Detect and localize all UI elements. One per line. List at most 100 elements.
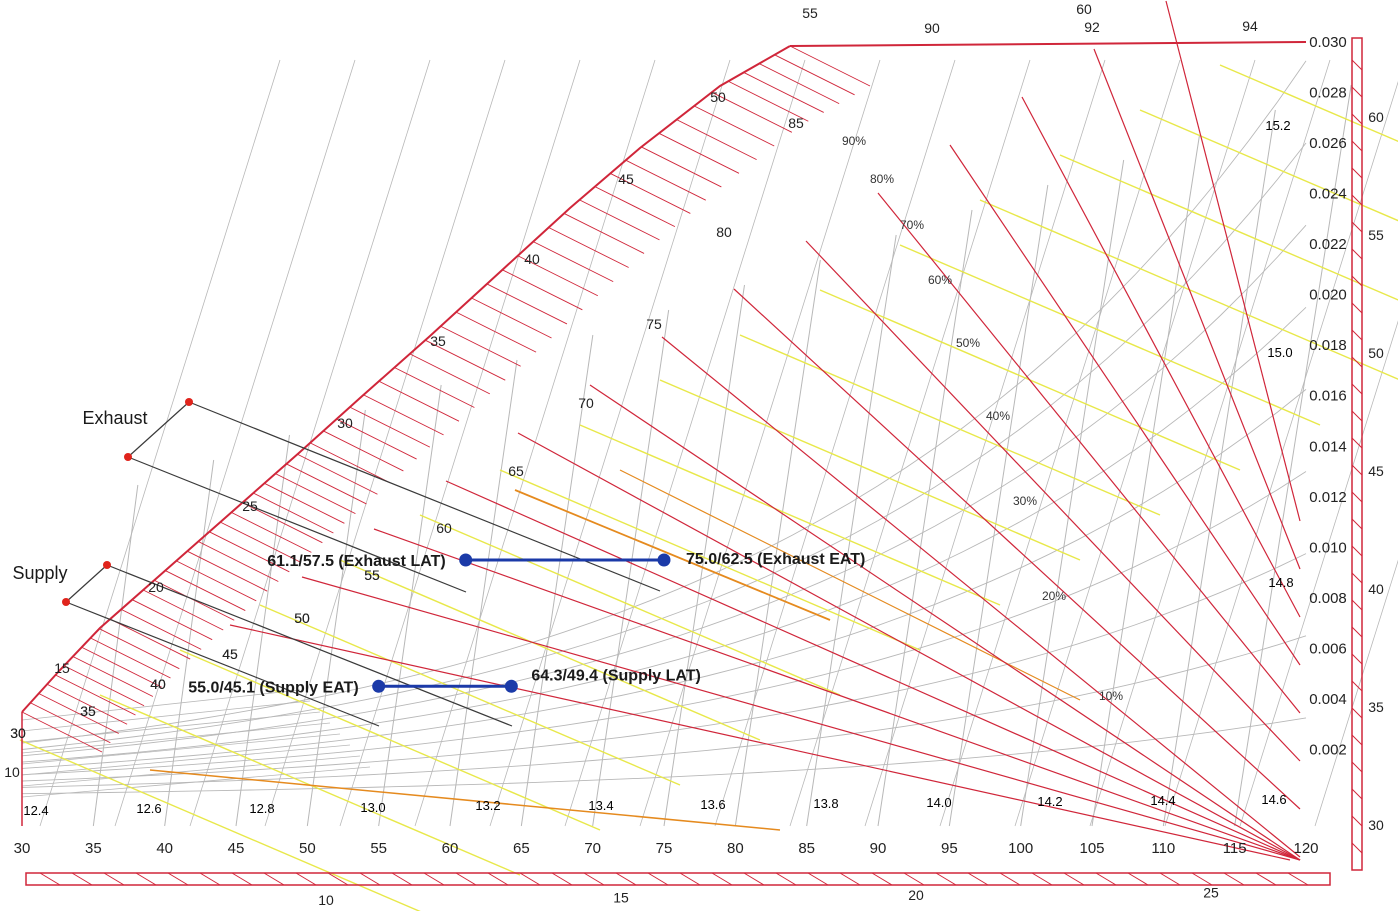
enthalpy-hatch — [774, 54, 855, 96]
saturation-label: 85 — [788, 115, 804, 131]
y-tick-label: 0.024 — [1309, 186, 1347, 203]
y-tick-label: 0.010 — [1309, 539, 1347, 556]
drybulb-gridline — [1234, 84, 1352, 827]
drybulb-gridline — [235, 434, 290, 827]
x-tick-label: 40 — [156, 840, 173, 857]
enthalpy-hatch — [533, 241, 614, 283]
bottom-scale-tick — [999, 872, 1021, 886]
rh-label: 70% — [900, 218, 924, 232]
enthalpy-hatch — [676, 119, 757, 161]
bottom-scale-tick — [807, 872, 829, 886]
wetbulb-line — [579, 424, 1001, 606]
volume-label: 14.0 — [926, 795, 951, 810]
right-scale-tick — [1351, 329, 1363, 341]
wetbulb-line — [339, 559, 761, 741]
enthalpy-line — [1021, 96, 1301, 618]
bottom-scale-tick — [167, 872, 189, 886]
left-edge-small-label: 45 — [222, 646, 238, 662]
enthalpy-hatch — [323, 430, 404, 472]
enthalpy-hatch — [728, 80, 809, 122]
enthalpy-hatch — [694, 105, 775, 147]
enthalpy-hatch — [120, 608, 202, 650]
drybulb-gridline — [378, 384, 442, 827]
enthalpy-hatch — [641, 146, 722, 188]
supply-marker — [62, 598, 70, 606]
saturation-label: 60 — [436, 520, 452, 536]
x-tick-label: 110 — [1151, 840, 1175, 857]
x-tick-label: 100 — [1008, 840, 1033, 857]
right-scale-label: 40 — [1368, 581, 1384, 597]
enthalpy-hatch — [187, 550, 268, 592]
left-edge-small-label: 50 — [294, 610, 310, 626]
volume-label: 12.6 — [136, 801, 161, 816]
enthalpy-hatch — [30, 702, 111, 744]
bottom-scale-tick — [327, 872, 349, 886]
y-tick-label: 0.006 — [1309, 640, 1347, 657]
right-scale-tick — [1351, 545, 1363, 557]
right-scale-tick — [1351, 815, 1363, 827]
wetbulb-line — [1219, 64, 1398, 143]
humidity-gridline — [21, 755, 361, 787]
rh-curve — [21, 389, 1307, 769]
x-tick-label: 55 — [370, 840, 387, 857]
enthalpy-hatch — [38, 693, 119, 734]
enthalpy-hatch — [176, 560, 257, 602]
enthalpy-hatch — [286, 463, 367, 505]
left-edge-small-label: 55 — [364, 567, 380, 583]
upper-scale-label: 55 — [802, 5, 818, 21]
enthalpy-lines — [21, 0, 1301, 861]
y-tick-label: 0.020 — [1309, 287, 1347, 304]
humidity-gridline — [21, 744, 351, 776]
enthalpy-hatch — [517, 255, 598, 297]
exhaust-bracket — [127, 401, 190, 458]
x-tick-label: 70 — [584, 840, 601, 857]
state-point — [504, 679, 518, 693]
bottom-scale-label: 20 — [908, 887, 924, 903]
bottom-scale-tick — [1255, 872, 1277, 886]
y-tick-label: 0.022 — [1309, 236, 1347, 253]
bottom-scale-tick — [871, 872, 893, 886]
left-edge-label: 25 — [242, 498, 258, 514]
volume-label: 14.4 — [1150, 793, 1175, 808]
right-scale-tick — [1351, 383, 1363, 395]
left-edge-label: 45 — [618, 171, 634, 187]
enthalpy-hatch — [336, 418, 417, 460]
saturation-label: 80 — [716, 224, 732, 240]
right-scale-tick — [1351, 167, 1363, 179]
chart-frame — [21, 37, 1363, 886]
x-tick-label: 105 — [1079, 840, 1104, 857]
bottom-scale-tick — [103, 872, 125, 886]
drybulb-gridline — [663, 284, 745, 827]
drybulb-gridline — [1162, 109, 1276, 827]
volume-gridline — [489, 59, 731, 827]
process-lines — [62, 398, 671, 727]
enthalpy-hatch — [471, 297, 552, 339]
enthalpy-hatch — [548, 227, 629, 268]
bottom-scale-tick — [1127, 872, 1149, 886]
bottom-scale-tick — [391, 872, 413, 886]
wetbulb-line — [899, 244, 1321, 426]
volume-gridline — [789, 59, 1031, 827]
bottom-scale-tick — [615, 872, 637, 886]
right-scale-tick — [1351, 626, 1363, 638]
saturation-label: 65 — [508, 463, 524, 479]
supply-bracket — [65, 564, 108, 603]
enthalpy-hatch — [563, 213, 645, 254]
drybulb-gridline — [1020, 159, 1125, 827]
rh-label: 20% — [1042, 589, 1066, 603]
right-scale-tick — [1351, 680, 1363, 692]
bottom-scale-label: 10 — [318, 892, 334, 908]
enthalpy-hatch — [758, 63, 840, 105]
volume-label: 15.2 — [1265, 118, 1290, 133]
saturation-label: 45 — [222, 646, 238, 662]
right-scale-label: 45 — [1368, 463, 1384, 479]
y-tick-label: 0.016 — [1309, 388, 1347, 405]
volume-gridline — [414, 59, 656, 827]
right-scale-tick — [1351, 221, 1363, 233]
x-tick-label: 80 — [727, 840, 744, 857]
enthalpy-hatch — [264, 482, 345, 524]
bottom-scale-tick — [1095, 872, 1117, 886]
y-tick-label: 0.014 — [1309, 438, 1347, 455]
bottom-scale-tick — [551, 872, 573, 886]
